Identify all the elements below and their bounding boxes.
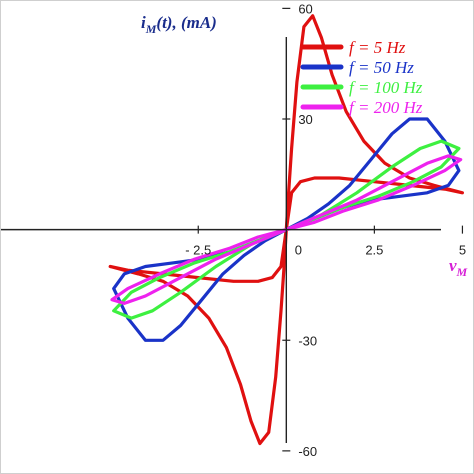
x-axis-title: vM: [449, 256, 468, 279]
y-tick-label: -60: [298, 444, 317, 459]
legend-label-4: f = 200 Hz: [349, 98, 423, 117]
legend: f = 5 Hzf = 50 Hzf = 100 Hzf = 200 Hz: [300, 38, 423, 117]
legend-label-2: f = 50 Hz: [349, 58, 414, 77]
legend-label-1: f = 5 Hz: [349, 38, 406, 57]
y-ticks: 60 30 -30 -60: [282, 1, 317, 459]
x-tick-label: 0: [295, 243, 302, 258]
y-axis-title-rest: (t), (mA): [156, 13, 216, 32]
x-tick-label: 2.5: [365, 243, 383, 258]
x-axis-title-main: v: [449, 256, 457, 275]
y-tick-label: 60: [298, 1, 312, 16]
x-tick-label: 5: [459, 243, 466, 258]
y-tick-label: 30: [298, 112, 312, 127]
y-axis-title-sub: M: [145, 22, 157, 36]
x-ticks: - 2.5 0 2.5 5: [185, 225, 466, 258]
y-axis-title: iM(t), (mA): [141, 13, 217, 36]
x-axis-title-sub: M: [456, 265, 468, 279]
y-axis-title-main: i: [141, 13, 146, 32]
y-tick-label: -30: [298, 333, 317, 348]
axes-layer: - 2.5 0 2.5 5 60 30 -30 -60: [1, 1, 466, 459]
x-tick-label: - 2.5: [185, 243, 211, 258]
legend-label-3: f = 100 Hz: [349, 78, 423, 97]
